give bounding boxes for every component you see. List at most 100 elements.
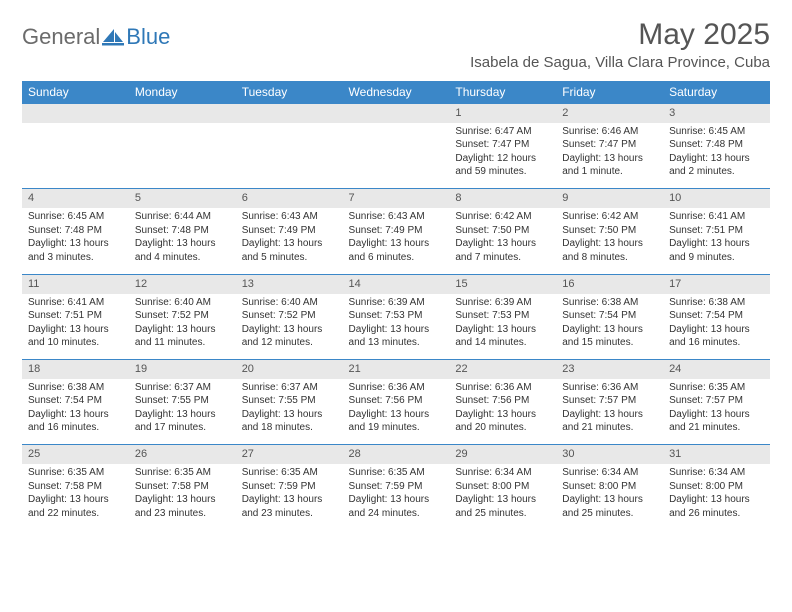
- day-number-row: 25262728293031: [22, 445, 770, 464]
- daylight-text: Daylight: 13 hours and 16 minutes.: [28, 408, 123, 435]
- day-detail-cell: Sunrise: 6:35 AMSunset: 7:58 PMDaylight:…: [129, 464, 236, 530]
- day-detail-cell: [343, 123, 450, 189]
- day-header-row: Sunday Monday Tuesday Wednesday Thursday…: [22, 81, 770, 104]
- day-detail-cell: Sunrise: 6:39 AMSunset: 7:53 PMDaylight:…: [343, 294, 450, 360]
- daylight-text: Daylight: 13 hours and 22 minutes.: [28, 493, 123, 520]
- sunrise-text: Sunrise: 6:36 AM: [349, 381, 444, 395]
- day-number-cell: 13: [236, 274, 343, 293]
- day-detail-cell: Sunrise: 6:41 AMSunset: 7:51 PMDaylight:…: [22, 294, 129, 360]
- sunset-text: Sunset: 7:52 PM: [242, 309, 337, 323]
- sunrise-text: Sunrise: 6:37 AM: [242, 381, 337, 395]
- sunrise-text: Sunrise: 6:35 AM: [28, 466, 123, 480]
- sunset-text: Sunset: 7:51 PM: [28, 309, 123, 323]
- day-detail-cell: Sunrise: 6:40 AMSunset: 7:52 PMDaylight:…: [129, 294, 236, 360]
- day-number-cell: 5: [129, 189, 236, 208]
- location-text: Isabela de Sagua, Villa Clara Province, …: [470, 54, 770, 71]
- daylight-text: Daylight: 13 hours and 12 minutes.: [242, 323, 337, 350]
- sunrise-text: Sunrise: 6:41 AM: [669, 210, 764, 224]
- sunset-text: Sunset: 7:50 PM: [455, 224, 550, 238]
- day-header: Sunday: [22, 81, 129, 104]
- day-number-row: 18192021222324: [22, 360, 770, 379]
- sunset-text: Sunset: 7:55 PM: [135, 394, 230, 408]
- sunset-text: Sunset: 7:49 PM: [242, 224, 337, 238]
- daylight-text: Daylight: 13 hours and 7 minutes.: [455, 237, 550, 264]
- day-number-cell: 22: [449, 360, 556, 379]
- sunrise-text: Sunrise: 6:35 AM: [669, 381, 764, 395]
- day-number-cell: [22, 104, 129, 123]
- day-number-cell: 1: [449, 104, 556, 123]
- daylight-text: Daylight: 13 hours and 6 minutes.: [349, 237, 444, 264]
- day-detail-cell: Sunrise: 6:34 AMSunset: 8:00 PMDaylight:…: [556, 464, 663, 530]
- day-detail-cell: Sunrise: 6:35 AMSunset: 7:58 PMDaylight:…: [22, 464, 129, 530]
- day-detail-cell: Sunrise: 6:34 AMSunset: 8:00 PMDaylight:…: [449, 464, 556, 530]
- daylight-text: Daylight: 13 hours and 20 minutes.: [455, 408, 550, 435]
- daylight-text: Daylight: 13 hours and 21 minutes.: [562, 408, 657, 435]
- sunset-text: Sunset: 8:00 PM: [562, 480, 657, 494]
- day-number-cell: 12: [129, 274, 236, 293]
- day-number-cell: 30: [556, 445, 663, 464]
- sunrise-text: Sunrise: 6:38 AM: [28, 381, 123, 395]
- day-detail-row: Sunrise: 6:47 AMSunset: 7:47 PMDaylight:…: [22, 123, 770, 189]
- sunrise-text: Sunrise: 6:35 AM: [135, 466, 230, 480]
- day-number-cell: [129, 104, 236, 123]
- sunset-text: Sunset: 7:48 PM: [135, 224, 230, 238]
- day-detail-cell: Sunrise: 6:45 AMSunset: 7:48 PMDaylight:…: [22, 208, 129, 274]
- logo-text-general: General: [22, 24, 100, 50]
- sunset-text: Sunset: 7:50 PM: [562, 224, 657, 238]
- day-number-cell: [236, 104, 343, 123]
- day-number-cell: 4: [22, 189, 129, 208]
- day-detail-cell: Sunrise: 6:45 AMSunset: 7:48 PMDaylight:…: [663, 123, 770, 189]
- day-number-cell: 26: [129, 445, 236, 464]
- day-detail-cell: Sunrise: 6:39 AMSunset: 7:53 PMDaylight:…: [449, 294, 556, 360]
- sunrise-text: Sunrise: 6:41 AM: [28, 296, 123, 310]
- day-number-cell: 19: [129, 360, 236, 379]
- daylight-text: Daylight: 13 hours and 14 minutes.: [455, 323, 550, 350]
- daylight-text: Daylight: 13 hours and 11 minutes.: [135, 323, 230, 350]
- sunrise-text: Sunrise: 6:42 AM: [455, 210, 550, 224]
- sunrise-text: Sunrise: 6:46 AM: [562, 125, 657, 139]
- day-detail-cell: Sunrise: 6:43 AMSunset: 7:49 PMDaylight:…: [236, 208, 343, 274]
- day-number-cell: 9: [556, 189, 663, 208]
- day-header: Friday: [556, 81, 663, 104]
- day-number-cell: 25: [22, 445, 129, 464]
- sunset-text: Sunset: 7:58 PM: [28, 480, 123, 494]
- sunset-text: Sunset: 7:56 PM: [455, 394, 550, 408]
- day-number-cell: 10: [663, 189, 770, 208]
- day-number-cell: [343, 104, 450, 123]
- logo: General Blue: [22, 18, 170, 50]
- sunrise-text: Sunrise: 6:39 AM: [455, 296, 550, 310]
- day-detail-row: Sunrise: 6:38 AMSunset: 7:54 PMDaylight:…: [22, 379, 770, 445]
- sunset-text: Sunset: 8:00 PM: [669, 480, 764, 494]
- title-block: May 2025 Isabela de Sagua, Villa Clara P…: [470, 18, 770, 77]
- logo-sail-icon: [102, 28, 124, 46]
- day-number-cell: 23: [556, 360, 663, 379]
- sunrise-text: Sunrise: 6:40 AM: [135, 296, 230, 310]
- day-detail-cell: Sunrise: 6:37 AMSunset: 7:55 PMDaylight:…: [129, 379, 236, 445]
- day-number-cell: 28: [343, 445, 450, 464]
- sunrise-text: Sunrise: 6:44 AM: [135, 210, 230, 224]
- daylight-text: Daylight: 13 hours and 13 minutes.: [349, 323, 444, 350]
- day-number-cell: 11: [22, 274, 129, 293]
- sunset-text: Sunset: 7:59 PM: [242, 480, 337, 494]
- sunset-text: Sunset: 7:56 PM: [349, 394, 444, 408]
- day-number-cell: 14: [343, 274, 450, 293]
- day-number-row: 11121314151617: [22, 274, 770, 293]
- day-detail-cell: Sunrise: 6:36 AMSunset: 7:56 PMDaylight:…: [343, 379, 450, 445]
- day-number-cell: 3: [663, 104, 770, 123]
- day-header: Thursday: [449, 81, 556, 104]
- daylight-text: Daylight: 13 hours and 15 minutes.: [562, 323, 657, 350]
- day-number-cell: 7: [343, 189, 450, 208]
- month-title: May 2025: [470, 18, 770, 52]
- day-detail-cell: Sunrise: 6:38 AMSunset: 7:54 PMDaylight:…: [556, 294, 663, 360]
- sunrise-text: Sunrise: 6:45 AM: [669, 125, 764, 139]
- sunset-text: Sunset: 7:52 PM: [135, 309, 230, 323]
- daylight-text: Daylight: 13 hours and 21 minutes.: [669, 408, 764, 435]
- daylight-text: Daylight: 13 hours and 18 minutes.: [242, 408, 337, 435]
- day-detail-row: Sunrise: 6:45 AMSunset: 7:48 PMDaylight:…: [22, 208, 770, 274]
- daylight-text: Daylight: 13 hours and 25 minutes.: [455, 493, 550, 520]
- day-number-cell: 6: [236, 189, 343, 208]
- daylight-text: Daylight: 13 hours and 4 minutes.: [135, 237, 230, 264]
- sunset-text: Sunset: 7:53 PM: [349, 309, 444, 323]
- daylight-text: Daylight: 13 hours and 23 minutes.: [242, 493, 337, 520]
- daylight-text: Daylight: 13 hours and 25 minutes.: [562, 493, 657, 520]
